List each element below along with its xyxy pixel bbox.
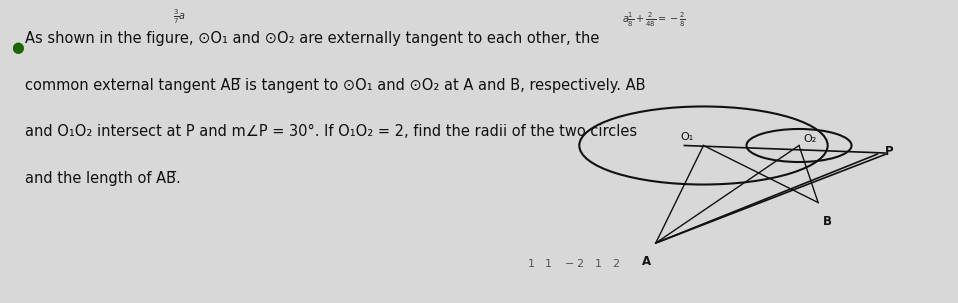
Text: $\frac{3}{7}a$: $\frac{3}{7}a$ [173, 7, 186, 26]
Text: O₁: O₁ [681, 132, 694, 142]
Text: As shown in the figure, ⊙O₁ and ⊙O₂ are externally tangent to each other, the: As shown in the figure, ⊙O₁ and ⊙O₂ are … [25, 32, 600, 46]
Text: common external tangent AB̅ is tangent to ⊙O₁ and ⊙O₂ at A and B, respectively. : common external tangent AB̅ is tangent t… [25, 78, 646, 93]
Text: ●: ● [11, 40, 24, 55]
Text: and the length of AB̅.: and the length of AB̅. [25, 171, 181, 186]
Text: $1\quad 1\quad -2\quad 1\quad 2$: $1\quad 1\quad -2\quad 1\quad 2$ [527, 257, 620, 268]
Text: $a\frac{1}{8}+\frac{2}{48}=-\frac{2}{8}$: $a\frac{1}{8}+\frac{2}{48}=-\frac{2}{8}$ [623, 10, 686, 29]
Text: P: P [885, 145, 894, 158]
Text: and O₁O₂ intersect at P and m∠P = 30°. If O₁O₂ = 2, find the radii of the two ci: and O₁O₂ intersect at P and m∠P = 30°. I… [25, 125, 637, 139]
Text: B: B [823, 215, 832, 228]
Text: O₂: O₂ [804, 134, 817, 144]
Text: A: A [642, 255, 650, 268]
